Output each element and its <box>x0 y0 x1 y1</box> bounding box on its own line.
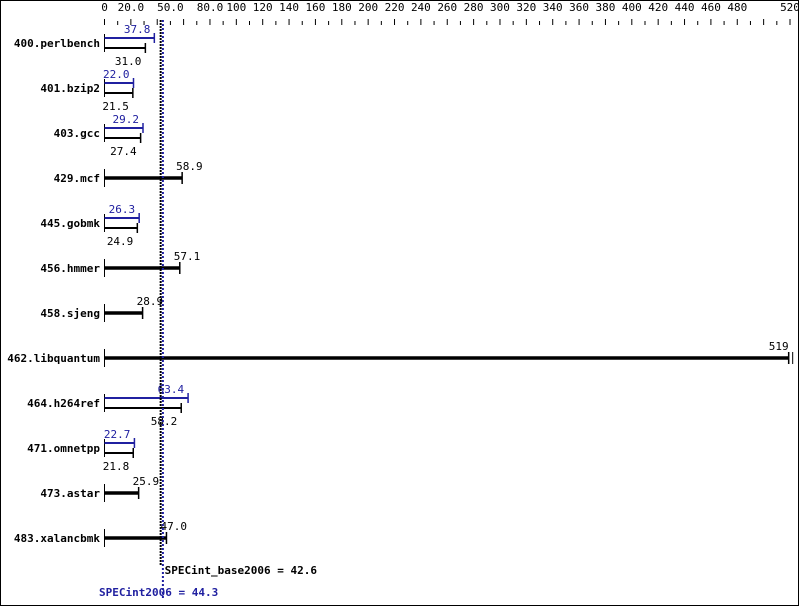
base-reference-label: SPECint_base2006 = 42.6 <box>165 564 318 577</box>
tick-label: 520 <box>780 1 799 14</box>
tick-label: 200 <box>358 1 378 14</box>
tick-label: 120 <box>253 1 273 14</box>
tick-label: 260 <box>437 1 457 14</box>
tick-label: 480 <box>727 1 747 14</box>
base-value-label: 28.9 <box>137 295 164 308</box>
peak-value-label: 63.4 <box>158 383 185 396</box>
category-label: 456.hmmer <box>40 262 100 275</box>
tick-label: 140 <box>279 1 299 14</box>
base-value-label: 24.9 <box>107 235 134 248</box>
category-label: 429.mcf <box>54 172 100 185</box>
tick-label: 340 <box>543 1 563 14</box>
peak-value-label: 29.2 <box>112 113 139 126</box>
tick-label: 180 <box>332 1 352 14</box>
category-label: 473.astar <box>40 487 100 500</box>
tick-label: 100 <box>226 1 246 14</box>
peak-value-label: 22.7 <box>104 428 131 441</box>
tick-label: 20.0 <box>118 1 145 14</box>
category-label: 400.perlbench <box>14 37 100 50</box>
tick-label: 80.0 <box>197 1 224 14</box>
tick-label: 280 <box>464 1 484 14</box>
category-label: 483.xalancbmk <box>14 532 100 545</box>
base-value-label: 25.9 <box>133 475 160 488</box>
base-value-label: 57.1 <box>174 250 201 263</box>
tick-label: 460 <box>701 1 721 14</box>
category-label: 462.libquantum <box>7 352 100 365</box>
tick-label: 160 <box>305 1 325 14</box>
tick-label: 300 <box>490 1 510 14</box>
category-label: 403.gcc <box>54 127 100 140</box>
peak-value-label: 22.0 <box>103 68 130 81</box>
tick-label: 420 <box>648 1 668 14</box>
category-label: 401.bzip2 <box>40 82 100 95</box>
base-value-label: 31.0 <box>115 55 142 68</box>
tick-label: 220 <box>385 1 405 14</box>
tick-label: 0 <box>101 1 108 14</box>
base-value-label: 58.2 <box>151 415 178 428</box>
category-label: 445.gobmk <box>40 217 100 230</box>
peak-value-label: 37.8 <box>124 23 151 36</box>
base-value-label: 21.8 <box>103 460 130 473</box>
tick-label: 50.0 <box>157 1 184 14</box>
base-value-label: 519 <box>769 340 789 353</box>
tick-label: 380 <box>596 1 616 14</box>
peak-reference-label: SPECint2006 = 44.3 <box>99 586 218 599</box>
base-value-label: 21.5 <box>102 100 129 113</box>
tick-label: 440 <box>675 1 695 14</box>
tick-label: 360 <box>569 1 589 14</box>
category-label: 464.h264ref <box>27 397 100 410</box>
tick-label: 320 <box>516 1 536 14</box>
category-label: 471.omnetpp <box>27 442 100 455</box>
tick-label: 400 <box>622 1 642 14</box>
base-value-label: 58.9 <box>176 160 203 173</box>
category-label: 458.sjeng <box>40 307 100 320</box>
peak-value-label: 26.3 <box>109 203 136 216</box>
base-value-label: 27.4 <box>110 145 137 158</box>
tick-label: 240 <box>411 1 431 14</box>
base-value-label: 47.0 <box>160 520 187 533</box>
